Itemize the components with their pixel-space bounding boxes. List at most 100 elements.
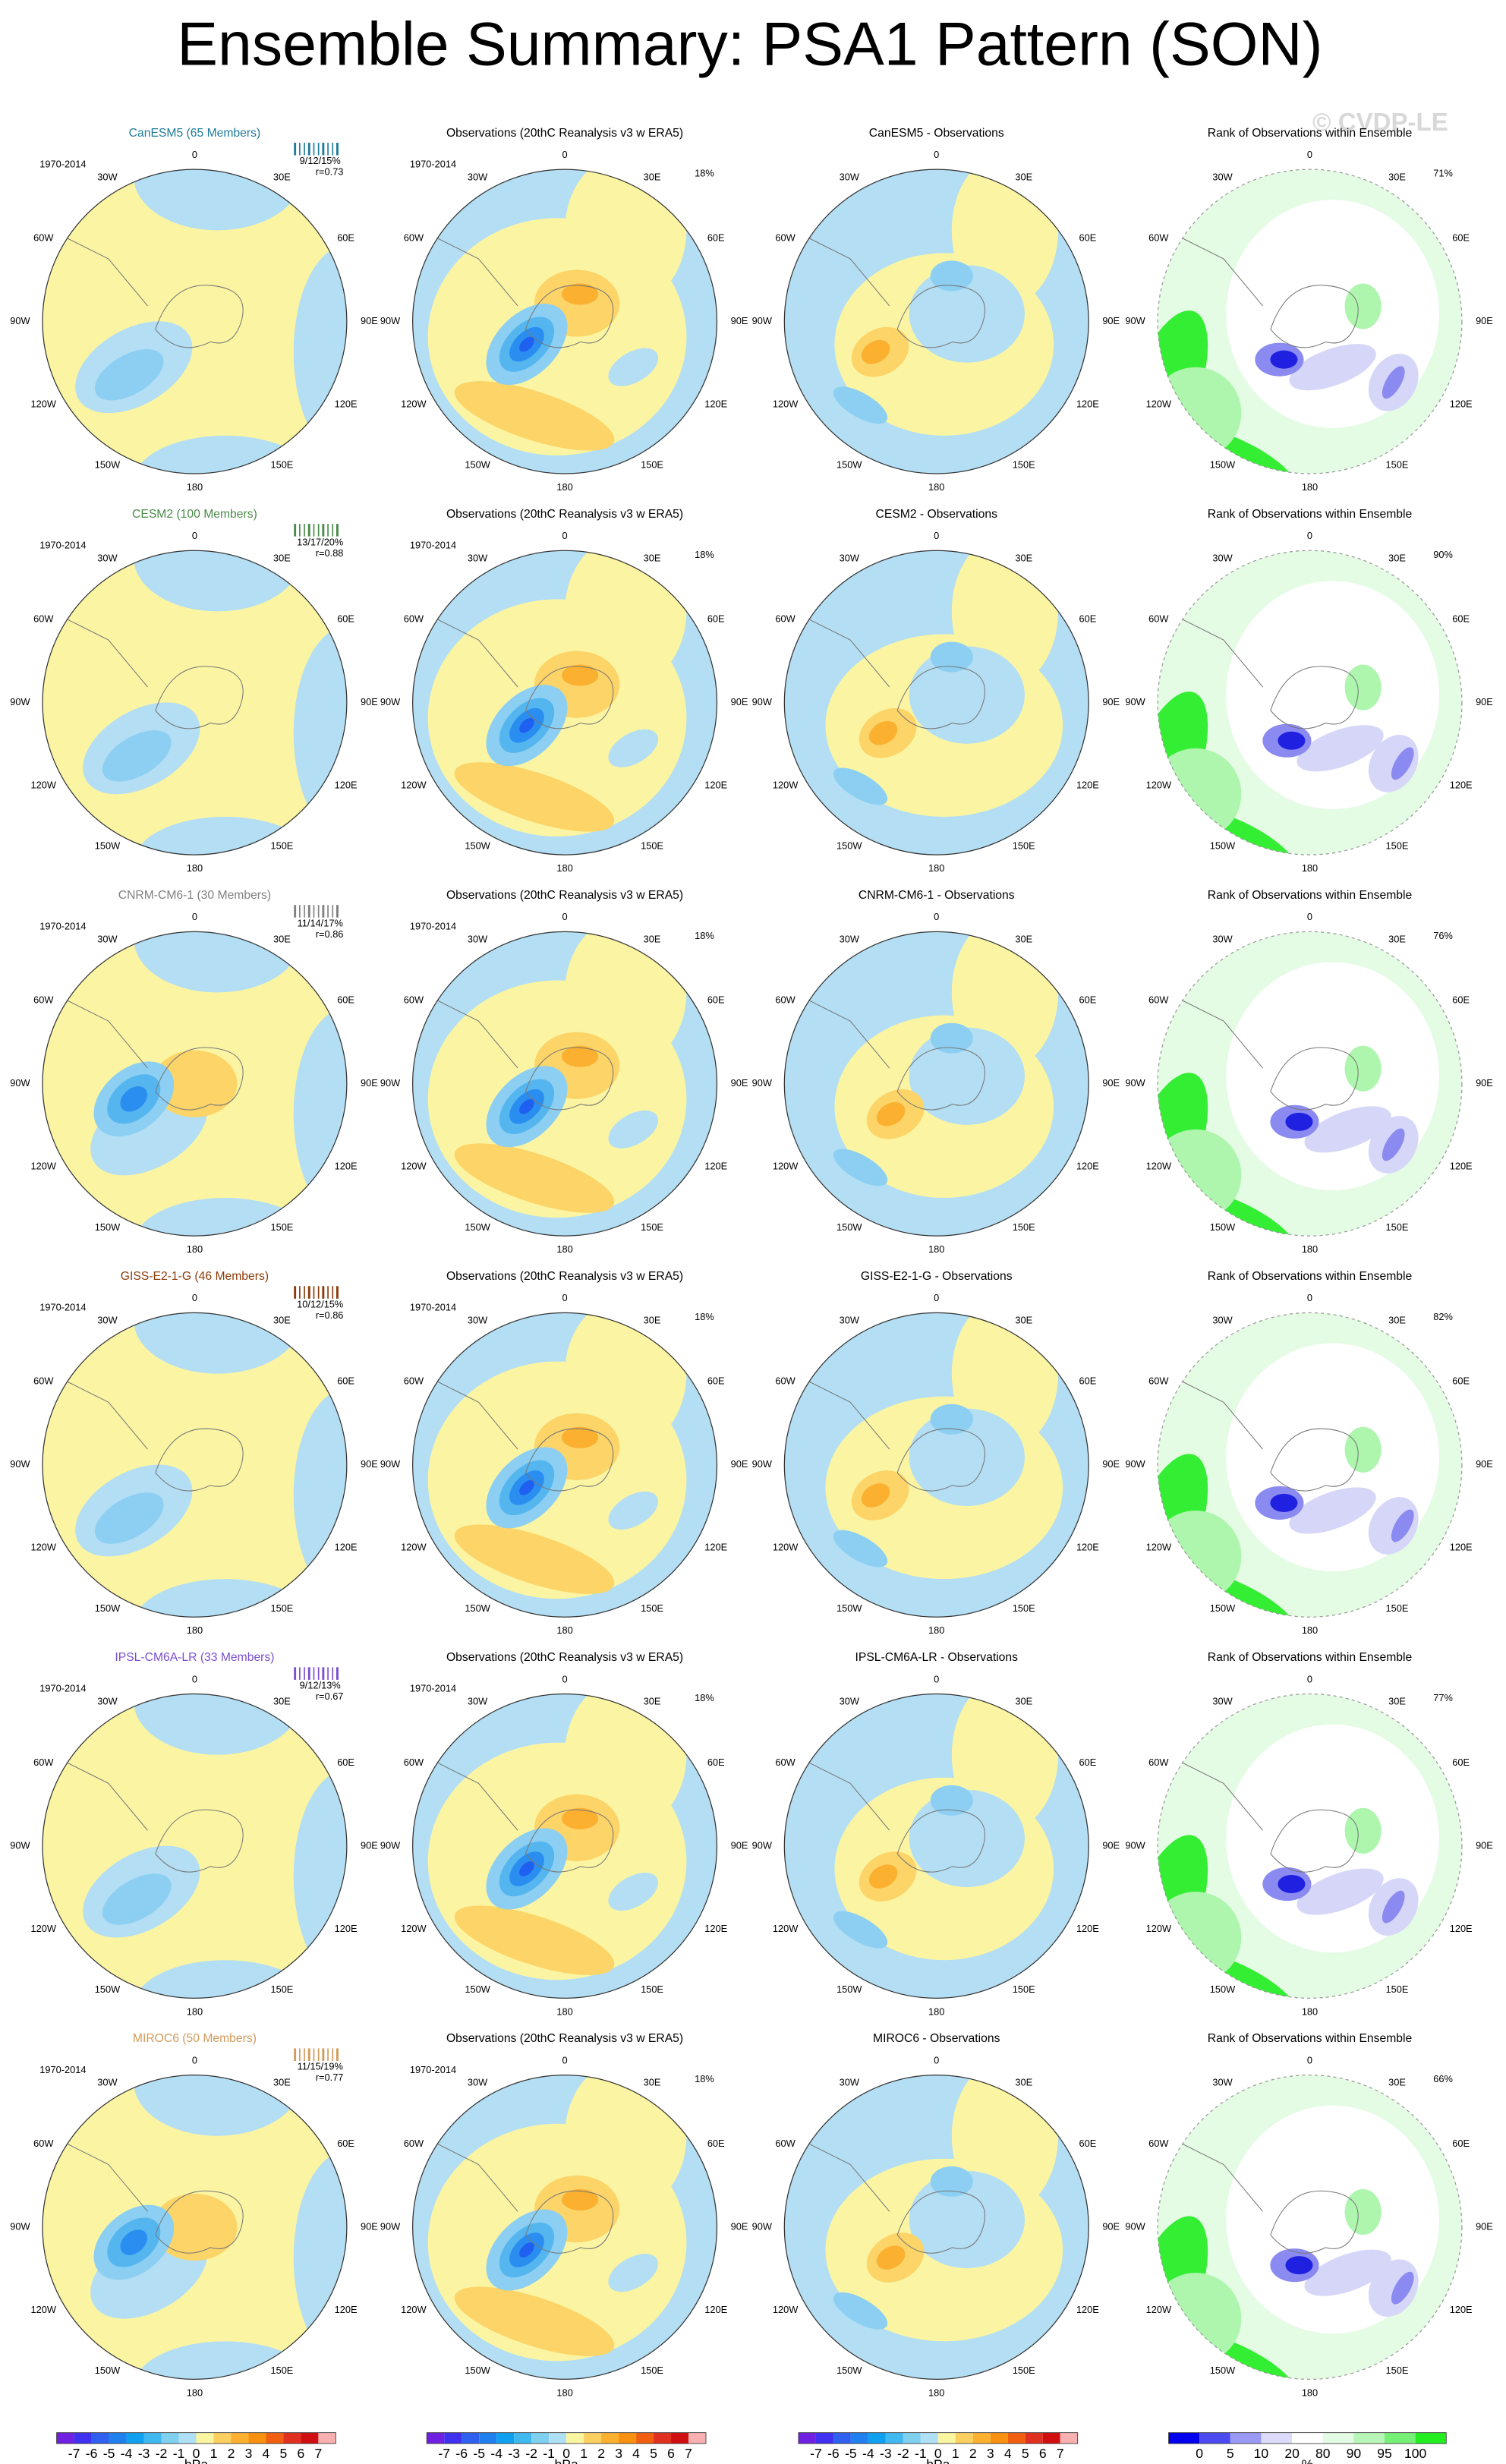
longitude-label: 90W [10, 2220, 30, 2232]
colorbar-label: 5 [650, 2446, 657, 2461]
colorbar-label: -5 [103, 2446, 115, 2461]
colorbar-swatch [815, 2432, 833, 2444]
longitude-label: 90W [1125, 696, 1145, 707]
longitude-label: 60W [775, 613, 796, 625]
longitude-label: 120E [1450, 398, 1473, 409]
colorbar-label: -2 [156, 2446, 168, 2461]
map-field [1344, 1426, 1382, 1473]
longitude-label: 60E [337, 1757, 354, 1768]
map-field [909, 646, 1025, 744]
longitude-label: 30E [1388, 933, 1406, 944]
longitude-label: 0 [1307, 1292, 1312, 1303]
colorbar-label: 1 [210, 2446, 218, 2461]
rank-pct: 90% [1433, 549, 1453, 560]
longitude-label: 90W [1125, 1839, 1145, 1851]
rank-title: Rank of Observations within Ensemble [1208, 2032, 1413, 2045]
longitude-label: 150E [1013, 1221, 1035, 1233]
map-field [909, 1789, 1025, 1888]
longitude-label: 180 [556, 2006, 572, 2017]
longitude-label: 0 [192, 1673, 197, 1684]
map-panel [1158, 1694, 1462, 1999]
longitude-label: 90E [1102, 2220, 1120, 2232]
colorbar-swatch [584, 2432, 602, 2444]
colorbar-swatch [479, 2432, 497, 2444]
longitude-label: 30E [273, 1315, 291, 1326]
period-label: 1970-2014 [39, 1302, 86, 1313]
stats-label: 9/12/15% [300, 155, 341, 166]
longitude-label: 120W [773, 780, 799, 791]
longitude-label: 120W [401, 398, 427, 409]
map-field [43, 169, 347, 474]
longitude-label: 90W [752, 1839, 773, 1851]
longitude-label: 90E [1476, 1839, 1493, 1851]
colorbar-label: -7 [438, 2446, 450, 2461]
longitude-label: 180 [1302, 2387, 1318, 2398]
model-title: MIROC6 (50 Members) [133, 2032, 257, 2045]
longitude-label: 30W [1212, 171, 1233, 182]
map-field [293, 2150, 347, 2365]
map-field [519, 717, 534, 733]
longitude-label: 30E [644, 1315, 661, 1326]
map-panel [412, 2075, 717, 2380]
map-field [1278, 1874, 1306, 1894]
map-field [1289, 344, 1376, 391]
longitude-label: 0 [1307, 911, 1312, 922]
longitude-label: 60W [1148, 1375, 1169, 1387]
map-outline [1157, 931, 1463, 1237]
map-field [909, 1027, 1025, 1125]
longitude-label: 0 [192, 911, 197, 922]
colorbar-label: 20 [1284, 2446, 1300, 2461]
colorbar-swatch [496, 2432, 515, 2444]
map-field [134, 1694, 301, 1755]
longitude-label: 150W [95, 1221, 121, 1233]
longitude-label: 60E [337, 613, 354, 625]
longitude-label: 60E [1079, 994, 1097, 1006]
longitude-label: 180 [928, 2006, 944, 2017]
map-field [562, 2188, 599, 2210]
longitude-label: 30W [840, 2077, 860, 2088]
map-field [519, 1861, 534, 1876]
longitude-label: 150E [641, 840, 663, 852]
longitude-label: 90W [1125, 2220, 1145, 2232]
colorbar-swatch [798, 2432, 816, 2444]
longitude-label: 120E [1076, 1542, 1099, 1553]
longitude-label: 30E [273, 552, 291, 563]
map-panel [1158, 1312, 1462, 1618]
longitude-label: 120E [1450, 1542, 1473, 1553]
map-outline [783, 931, 1089, 1237]
map-field [608, 1491, 659, 1530]
map-field [293, 1388, 347, 1602]
longitude-label: 30W [468, 1315, 488, 1326]
map-field [930, 260, 973, 291]
colorbar-label: -3 [138, 2446, 150, 2461]
model-title: CESM2 (100 Members) [132, 508, 257, 521]
colorbar-frame [426, 2432, 707, 2444]
period-label: 1970-2014 [410, 158, 456, 169]
longitude-label: 60W [1148, 994, 1169, 1006]
colorbar-swatch [161, 2432, 179, 2444]
rank-pct: 77% [1433, 1692, 1453, 1703]
colorbar-swatch [178, 2432, 197, 2444]
colorbar-swatch [1199, 2432, 1230, 2444]
longitude-label: 0 [1307, 1673, 1312, 1684]
longitude-label: 0 [934, 2054, 939, 2065]
longitude-label: 60E [707, 232, 725, 243]
map-field [134, 2075, 301, 2136]
map-outline [783, 2074, 1089, 2381]
colorbar-swatch [531, 2432, 550, 2444]
period-label: 1970-2014 [410, 1683, 456, 1694]
map-field [930, 1404, 973, 1435]
rank-pct: 76% [1433, 930, 1453, 941]
colorbar-swatch [444, 2432, 462, 2444]
map-field [1296, 1868, 1384, 1915]
map-field [1270, 1493, 1298, 1512]
longitude-label: 0 [934, 1673, 939, 1684]
colorbar-label: -7 [68, 2446, 80, 2461]
colorbar-label: -1 [915, 2446, 927, 2461]
colorbar-label: 3 [245, 2446, 253, 2461]
map-outline [412, 931, 718, 1237]
colorbar-label: -4 [862, 2446, 874, 2461]
map-outline [412, 1693, 718, 1999]
longitude-label: 180 [1302, 481, 1318, 493]
longitude-label: 150E [641, 1983, 663, 1995]
